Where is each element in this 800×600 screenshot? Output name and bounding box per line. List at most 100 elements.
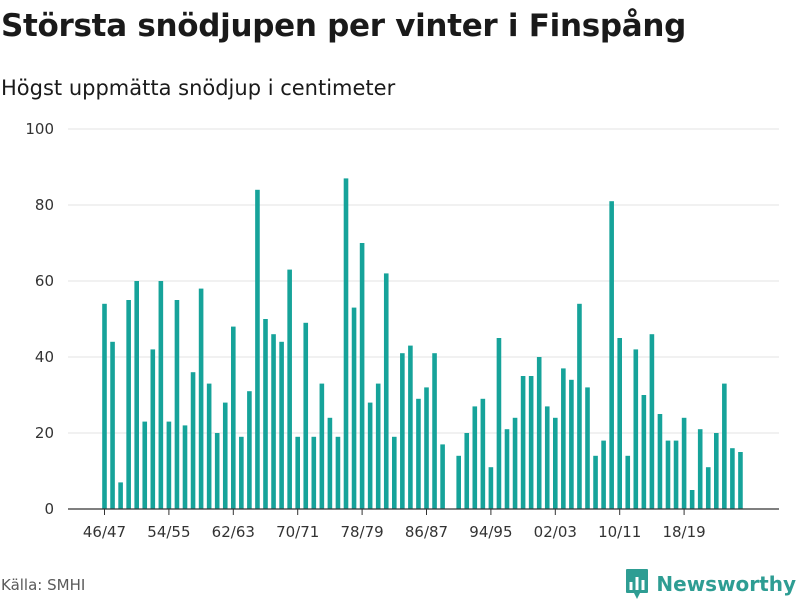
bar-78-79 (359, 243, 365, 509)
y-tick-label: 80 (35, 196, 54, 214)
bar-81-82 (383, 273, 389, 509)
bar-73-74 (319, 383, 325, 509)
bar-57-58 (190, 372, 196, 509)
bar-76-77 (343, 178, 349, 509)
bar-64-65 (247, 391, 252, 509)
bar-15-16 (657, 414, 663, 509)
x-tick-label: 02/03 (534, 523, 577, 541)
bar-25-26 (738, 452, 743, 509)
bar-14-15 (649, 334, 655, 509)
bar-49-50 (126, 300, 131, 509)
bar-16-17 (665, 440, 671, 509)
y-tick-label: 0 (44, 500, 54, 518)
bar-19-20 (689, 490, 695, 509)
bar-88-89 (440, 444, 445, 509)
x-tick-label: 54/55 (147, 523, 190, 541)
bar-80-81 (375, 383, 381, 509)
chart-title: Största snödjupen per vinter i Finspång (1, 8, 687, 44)
x-axis (68, 508, 779, 515)
bar-98-99 (520, 376, 526, 509)
bar-07-08 (593, 455, 598, 509)
bar-10-11 (617, 338, 622, 509)
bar-11-12 (625, 455, 631, 509)
bar-83-84 (400, 353, 405, 509)
bar-77-78 (351, 307, 357, 509)
bar-56-57 (182, 425, 188, 509)
bar-02-03 (553, 417, 558, 509)
bar-94-95 (488, 467, 494, 509)
bar-63-64 (239, 436, 244, 509)
bar-68-69 (279, 341, 284, 509)
bar-96-97 (504, 429, 510, 509)
bar-12-13 (633, 349, 639, 509)
bar-48-49 (118, 482, 123, 509)
bar-62-63 (231, 326, 236, 509)
bar-67-68 (271, 334, 276, 509)
bar-50-51 (134, 281, 139, 509)
chart-subtitle: Högst uppmätta snödjup i centimeter (1, 76, 396, 100)
bar-18-19 (681, 417, 687, 509)
brand-name: Newsworthy (656, 572, 796, 596)
bars (102, 178, 743, 510)
bar-08-09 (601, 440, 606, 509)
y-tick-label: 20 (35, 424, 54, 442)
newsworthy-logo[interactable]: Newsworthy (625, 568, 796, 600)
bar-24-25 (730, 448, 735, 509)
bar-97-98 (512, 417, 518, 509)
bar-23-24 (722, 383, 727, 509)
bar-00-01 (536, 357, 542, 509)
bar-84-85 (408, 345, 413, 509)
bar-93-94 (480, 398, 486, 509)
bar-79-80 (367, 402, 373, 509)
x-axis-tick-labels: 46/47 54/55 62/63 70/71 78/79 86/87 94/95 02/03… (83, 523, 706, 541)
bar-06-07 (585, 387, 590, 509)
source-note: Källa: SMHI (1, 576, 86, 594)
bar-66-67 (263, 319, 268, 509)
bar-04-05 (569, 379, 574, 509)
bar-51-52 (142, 421, 148, 509)
bar-60-61 (214, 433, 220, 509)
bar-82-83 (392, 436, 397, 509)
bar-75-76 (335, 436, 341, 509)
bar-54-55 (166, 421, 172, 509)
x-tick-label: 94/95 (469, 523, 512, 541)
bar-59-60 (206, 383, 212, 509)
x-tick-label: 62/63 (212, 523, 255, 541)
bar-chart-bubble-icon (626, 569, 649, 599)
bar-21-22 (705, 467, 711, 509)
y-tick-label: 40 (35, 348, 54, 366)
bar-58-59 (198, 288, 204, 509)
bar-86-87 (424, 387, 429, 509)
bar-55-56 (174, 300, 180, 509)
bar-92-93 (472, 406, 478, 509)
y-tick-label: 100 (25, 120, 54, 138)
x-tick-label: 86/87 (405, 523, 448, 541)
bar-03-04 (561, 368, 566, 509)
bar-05-06 (577, 303, 582, 509)
bar-13-14 (641, 395, 647, 509)
bar-90-91 (456, 455, 461, 509)
bar-85-86 (416, 398, 421, 509)
x-tick-label: 46/47 (83, 523, 126, 541)
x-tick-label: 78/79 (340, 523, 383, 541)
bar-70-71 (295, 436, 300, 509)
bar-09-10 (609, 201, 614, 509)
bar-69-70 (287, 269, 292, 509)
bar-65-66 (255, 189, 260, 510)
y-axis-tick-labels: 0 20 40 60 80 100 (25, 120, 54, 518)
bar-52-53 (150, 349, 156, 509)
bar-53-54 (158, 281, 164, 509)
bar-20-21 (697, 429, 703, 509)
bar-46-47 (102, 303, 107, 509)
x-tick-label: 18/19 (662, 523, 705, 541)
x-tick-label: 70/71 (276, 523, 319, 541)
bar-chart: 0 20 40 60 80 100 46/47 54/55 62/63 70/71 78/79 86… (25, 120, 779, 541)
bar-95-96 (496, 338, 502, 509)
bar-61-62 (222, 402, 228, 509)
bar-22-23 (714, 433, 719, 509)
bar-91-92 (464, 433, 470, 509)
bar-99-00 (528, 376, 534, 509)
bar-72-73 (311, 436, 317, 509)
x-tick-label: 10/11 (598, 523, 641, 541)
bar-74-75 (327, 417, 333, 509)
